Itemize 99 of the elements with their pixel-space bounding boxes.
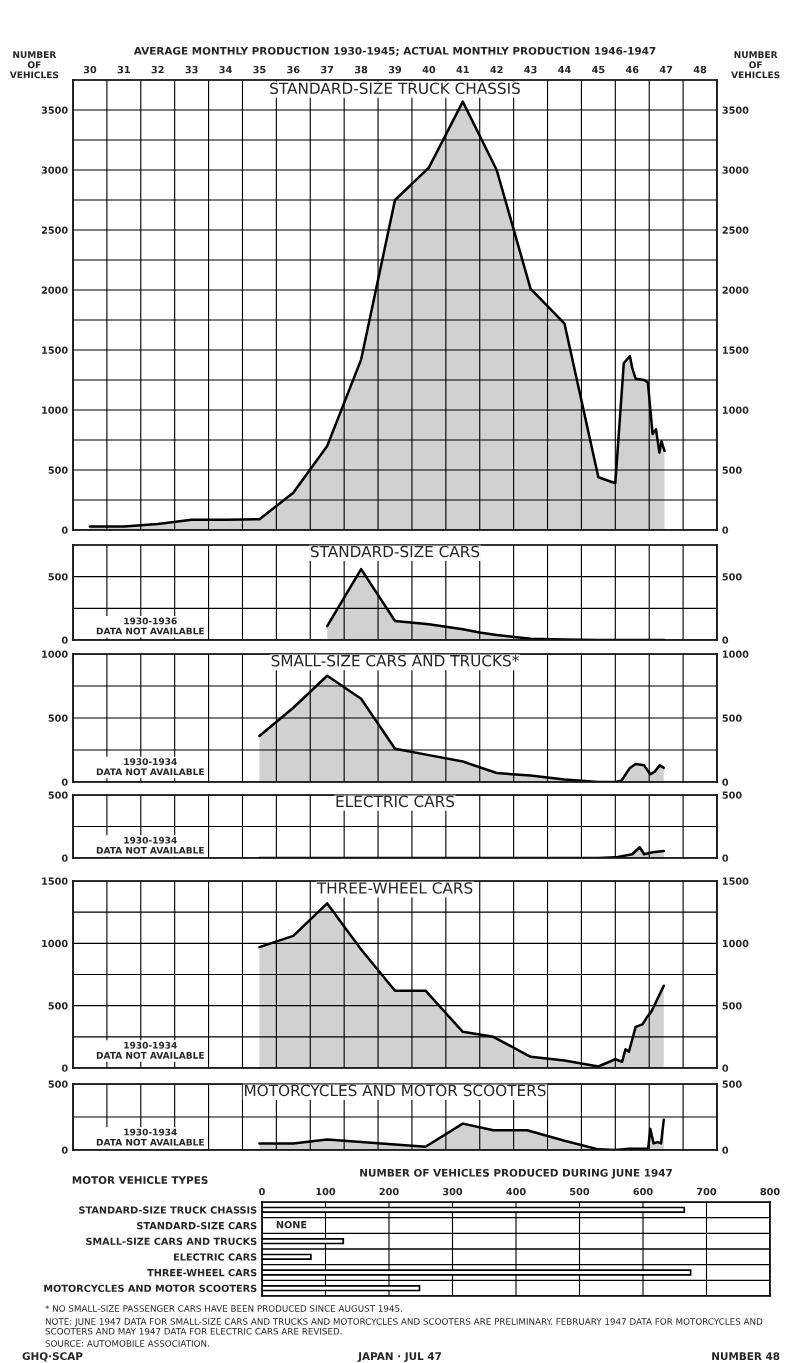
x-tick-label: 33 (185, 65, 198, 74)
x-tick-label: 32 (151, 65, 164, 74)
x-tick-label: 30 (83, 65, 97, 74)
chart-title: SMALL-SIZE CARS AND TRUCKS* (271, 654, 519, 667)
y-tick-label: STANDARD-SIZE CARS (137, 1221, 257, 1230)
y-tick-label: 500 (48, 466, 68, 474)
y-axis-title: NUMBER OF VEHICLES (9, 51, 59, 79)
text: * NO SMALL-SIZE PASSENGER CARS HAVE BEEN PRODUCED SINCE AUGUST 1945. (45, 1305, 402, 1312)
y2-tick-label: 500 (722, 466, 742, 474)
y-tick-label: 2000 (41, 286, 68, 294)
y2-tick-label: 2500 (722, 226, 749, 234)
y-tick-label: SMALL-SIZE CARS AND TRUCKS (86, 1237, 257, 1245)
chart-title: STANDARD-SIZE TRUCK CHASSIS (270, 82, 520, 95)
x-tick-label: 46 (625, 65, 639, 74)
y-tick-label: 1500 (42, 877, 68, 885)
x-tick-label: 200 (379, 1187, 399, 1196)
x-tick-label: 48 (693, 65, 707, 74)
x-tick-label: 500 (570, 1187, 590, 1196)
x-tick-label: 36 (287, 65, 300, 74)
source-note: SOURCE: AUTOMOBILE ASSOCIATION. (45, 1340, 209, 1347)
x-tick-label: 43 (524, 65, 537, 74)
y-tick-label: STANDARD-SIZE TRUCK CHASSIS (79, 1206, 257, 1214)
y2-tick-label: 500 (722, 791, 742, 799)
y2-tick-label: 1000 (722, 650, 749, 658)
y-tick-label: 0 (61, 854, 68, 862)
x-tick-label: 42 (490, 65, 503, 74)
y-tick-label: ELECTRIC CARS (174, 1253, 257, 1261)
y2-tick-label: 0 (722, 854, 729, 862)
text: JAPAN · JUL 47 (357, 1352, 442, 1362)
x-tick-label: 47 (659, 66, 673, 74)
y-tick-label: 0 (61, 526, 68, 534)
x-tick-label: 38 (354, 65, 368, 74)
x-tick-label: 35 (253, 65, 266, 74)
chart-title: ELECTRIC CARS (336, 795, 455, 808)
x-tick-label: 600 (633, 1187, 653, 1196)
x-tick-label: 400 (506, 1187, 526, 1196)
y2-tick-label: 500 (722, 1002, 742, 1010)
y-tick-label: 0 (61, 636, 68, 644)
y-tick-label: 500 (48, 791, 68, 799)
annotation: 1930-1934 DATA NOT AVAILABLE (96, 1041, 204, 1059)
x-tick-label: 800 (760, 1187, 780, 1196)
y-tick-label: 500 (48, 573, 68, 581)
chart-title: MOTORCYCLES AND MOTOR SCOOTERS (245, 1084, 546, 1097)
y2-tick-label: 500 (722, 1080, 742, 1088)
x-tick-label: 45 (592, 66, 605, 74)
x-tick-label: 34 (219, 65, 232, 74)
x-tick-label: 31 (117, 65, 130, 74)
y-tick-label: 1000 (42, 406, 68, 414)
text: GHQ·SCAP (22, 1352, 83, 1362)
y2-tick-label: 3000 (722, 166, 749, 174)
y2-axis-title: NUMBER OF VEHICLES (731, 51, 780, 79)
annotation: 1930-1934 DATA NOT AVAILABLE (96, 836, 204, 854)
x-tick-label: 40 (422, 65, 436, 74)
y2-tick-label: 500 (722, 714, 742, 722)
y-tick-label: 0 (61, 1146, 68, 1154)
y2-tick-label: 0 (722, 1146, 729, 1154)
y-tick-label: THREE-WHEEL CARS (147, 1268, 257, 1277)
x-axis-title: NUMBER OF VEHICLES PRODUCED DURING JUNE 1947 (360, 1168, 672, 1179)
y2-tick-label: 1500 (722, 877, 749, 885)
y2-tick-label: 1000 (722, 939, 749, 948)
y2-tick-label: 3500 (722, 106, 749, 114)
annotation: 1930-1936 DATA NOT AVAILABLE (96, 617, 204, 635)
y-tick-label: 3500 (41, 106, 68, 114)
y2-tick-label: 500 (722, 573, 742, 581)
y-tick-label: 3000 (41, 166, 68, 174)
y2-tick-label: 0 (722, 526, 729, 534)
x-tick-label: 700 (697, 1187, 717, 1196)
x-tick-label: 300 (443, 1187, 463, 1196)
y2-tick-label: 2000 (722, 286, 749, 294)
x-tick-label: 44 (558, 66, 571, 74)
y2-tick-label: 1000 (722, 406, 749, 414)
y-tick-label: 0 (61, 778, 68, 786)
text: NONE (276, 1220, 307, 1229)
y-tick-label: 500 (48, 714, 68, 722)
y-axis-title: MOTOR VEHICLE TYPES (72, 1176, 208, 1184)
annotation: 1930-1934 DATA NOT AVAILABLE (96, 758, 204, 776)
text: NOTE: JUNE 1947 DATA FOR SMALL-SIZE CARS AND TRUCKS AND MOTORCYCLES AND SCOOTERS ARE PRELIMINARY. FEBRUARY 1947 DATA FOR MOTORCYCLES AND SCOOTERS AND MAY 1947 DATA FOR ELECTRIC CARS ARE REVISED. (45, 1318, 763, 1335)
chart-title: THREE-WHEEL CARS (316, 882, 473, 894)
chart-title: STANDARD-SIZE CARS (310, 545, 480, 558)
y-tick-label: 1000 (42, 650, 68, 658)
text: NUMBER 48 (712, 1352, 780, 1361)
y2-tick-label: 1500 (722, 346, 749, 354)
annotation: 1930-1934 DATA NOT AVAILABLE (96, 1128, 204, 1146)
x-tick-label: 39 (388, 65, 402, 74)
y-tick-label: 1500 (42, 346, 68, 354)
y-tick-label: 500 (48, 1002, 68, 1010)
x-tick-label: 100 (316, 1187, 336, 1196)
y-tick-label: MOTORCYCLES AND MOTOR SCOOTERS (44, 1284, 257, 1292)
y2-tick-label: 0 (722, 636, 729, 644)
y-tick-label: 0 (61, 1064, 68, 1072)
x-axis-title: AVERAGE MONTHLY PRODUCTION 1930-1945; ACTUAL MONTHLY PRODUCTION 1946-1947 (133, 46, 656, 57)
y-tick-label: 2500 (41, 226, 68, 234)
x-tick-label: 41 (456, 66, 469, 74)
x-tick-label: 37 (321, 65, 334, 74)
x-tick-label: 0 (259, 1187, 265, 1196)
y2-tick-label: 0 (722, 1064, 729, 1072)
y-tick-label: 1000 (42, 939, 68, 948)
y-tick-label: 500 (48, 1080, 68, 1088)
y2-tick-label: 0 (722, 778, 729, 786)
